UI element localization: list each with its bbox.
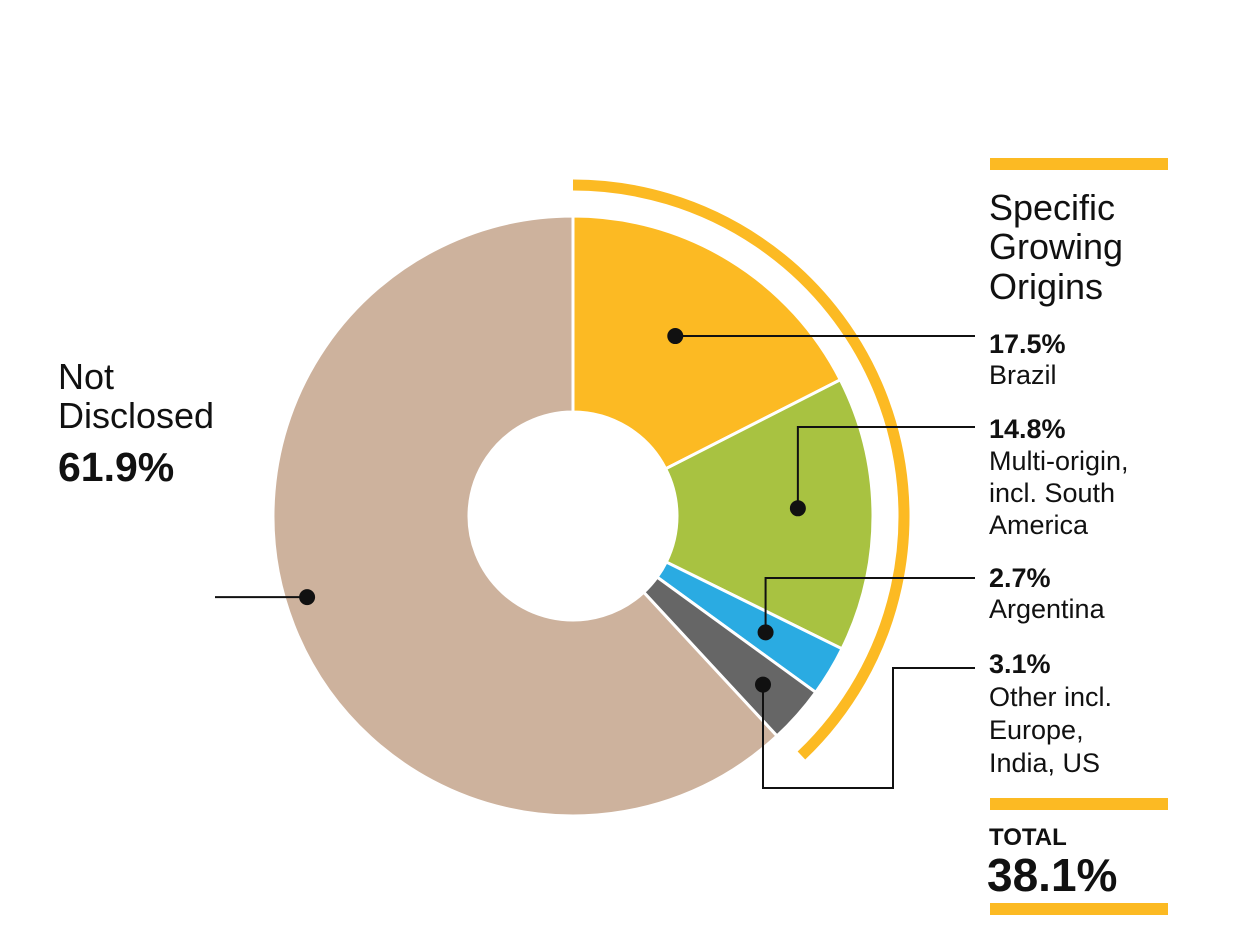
leader-dot-not-disclosed	[299, 589, 316, 606]
other-pct-label: 3.1%	[989, 649, 1051, 679]
group-title-line-1: Specific	[989, 187, 1115, 228]
donut-slices	[271, 214, 875, 818]
argentina-label: Argentina	[989, 594, 1106, 624]
not-disclosed-label-line-2: Disclosed	[58, 395, 214, 436]
group-top-bar	[990, 158, 1168, 170]
leader-lines	[215, 328, 975, 789]
brazil-label: Brazil	[989, 360, 1057, 390]
group-title-line-3: Origins	[989, 266, 1103, 307]
other-label-line-3: India, US	[989, 748, 1100, 778]
leader-dot-multi-origin	[789, 500, 806, 517]
total-value: 38.1%	[987, 849, 1117, 901]
multi-origin-label-line-1: Multi-origin,	[989, 446, 1129, 476]
not-disclosed-pct-label: 61.9%	[58, 444, 174, 490]
multi-origin-label-line-3: America	[989, 510, 1089, 540]
group-title: Specific Growing Origins	[989, 187, 1133, 307]
not-disclosed-label: Not Disclosed	[58, 356, 214, 436]
leader-multi-origin	[796, 426, 975, 509]
multi-origin-label-line-2: incl. South	[989, 478, 1115, 508]
leader-dot-other	[754, 676, 771, 693]
group-total-bar-bottom	[990, 903, 1168, 915]
slice-not-disclosed	[271, 214, 780, 818]
other-label-line-2: Europe,	[989, 715, 1084, 745]
total-label: TOTAL	[989, 824, 1067, 851]
slice-brazil	[571, 214, 843, 471]
multi-origin-label: Multi-origin, incl. South America	[989, 446, 1136, 540]
brazil-pct-label: 17.5%	[989, 329, 1066, 359]
leader-dot-brazil	[667, 328, 684, 345]
group-title-line-2: Growing	[989, 226, 1123, 267]
slice-multi-origin	[663, 377, 875, 651]
leader-other	[761, 667, 975, 789]
other-label-line-1: Other incl.	[989, 682, 1112, 712]
other-label: Other incl. Europe, India, US	[989, 682, 1120, 778]
not-disclosed-label-line-1: Not	[58, 356, 114, 397]
multi-origin-pct-label: 14.8%	[989, 414, 1066, 444]
leader-dot-argentina	[757, 624, 774, 641]
group-total-bar-top	[990, 798, 1168, 810]
specific-origins-arc	[572, 179, 910, 760]
leader-argentina	[764, 577, 975, 633]
argentina-pct-label: 2.7%	[989, 563, 1051, 593]
